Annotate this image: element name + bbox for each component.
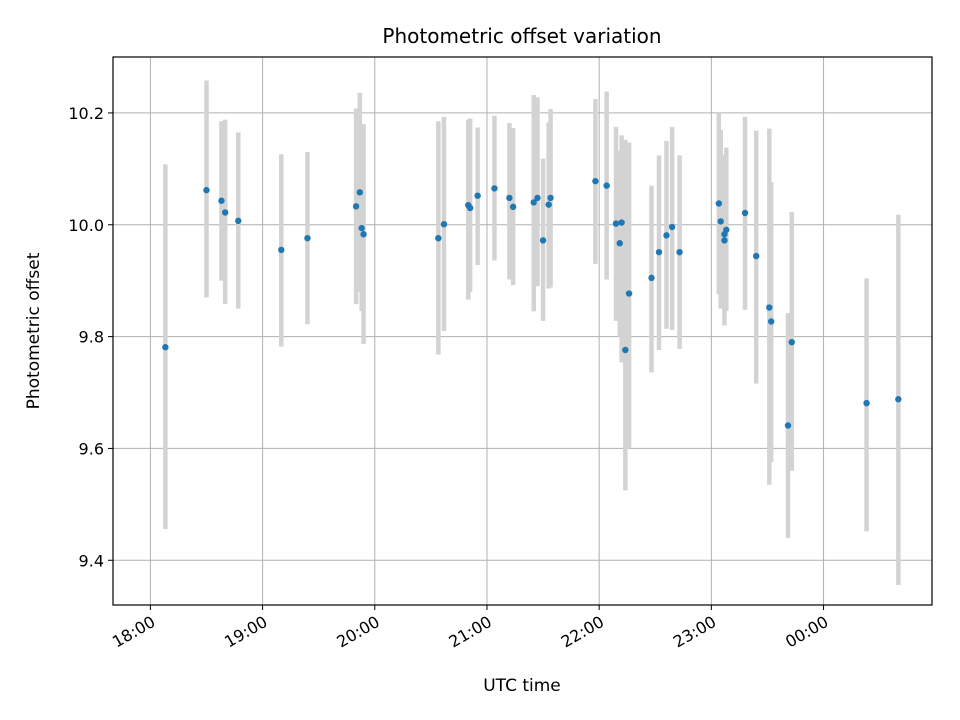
data-point [278, 246, 285, 254]
data-point [618, 219, 625, 226]
data-point [592, 177, 599, 185]
data-point [676, 248, 683, 256]
plot-frame [112, 56, 933, 606]
data-point [668, 223, 676, 231]
data-point [545, 201, 552, 208]
data-points [162, 177, 902, 429]
data-point [221, 209, 229, 216]
data-point [534, 194, 541, 202]
data-point [506, 194, 513, 202]
data-point [663, 232, 670, 239]
data-point [530, 199, 537, 206]
data-point [356, 189, 364, 196]
data-point [466, 204, 474, 212]
data-point [616, 240, 623, 247]
data-point [766, 304, 773, 311]
data-point [603, 182, 610, 189]
data-point [715, 200, 723, 207]
data-point [304, 234, 311, 242]
data-point [788, 338, 795, 346]
data-point [753, 252, 760, 260]
data-point [360, 231, 367, 238]
data-point [547, 194, 554, 202]
data-point [622, 346, 629, 354]
data-point [491, 185, 498, 192]
x-axis-title: UTC time [483, 676, 561, 696]
data-point [612, 220, 620, 227]
data-point [435, 234, 442, 242]
data-point [741, 209, 749, 217]
data-point [717, 218, 724, 225]
data-point [863, 399, 870, 407]
data-point [721, 237, 728, 244]
data-point [440, 220, 448, 228]
y-tick-label: 9.8 [79, 328, 104, 347]
data-point [162, 344, 169, 351]
data-point [767, 318, 775, 325]
data-point [235, 217, 242, 225]
data-point [723, 226, 730, 233]
data-point [539, 237, 547, 244]
y-tick-label: 9.4 [79, 551, 104, 570]
data-point [625, 290, 633, 297]
data-point [358, 224, 365, 232]
data-point [648, 274, 655, 282]
data-point [474, 192, 481, 199]
data-point [352, 203, 360, 210]
y-axis: 9.4 9.6 9.8 10.0 10.2 [68, 104, 113, 570]
chart-title: Photometric offset variation [382, 24, 661, 48]
data-point [203, 186, 210, 194]
data-point [218, 197, 225, 204]
data-point [895, 396, 902, 403]
grid [113, 57, 932, 605]
y-tick-label: 10.0 [68, 216, 104, 235]
data-point [784, 422, 792, 429]
y-tick-label: 9.6 [79, 439, 104, 458]
y-axis-title: Photometric offset [24, 252, 44, 409]
data-point [509, 203, 517, 211]
data-point [655, 248, 663, 256]
y-tick-label: 10.2 [68, 104, 104, 123]
